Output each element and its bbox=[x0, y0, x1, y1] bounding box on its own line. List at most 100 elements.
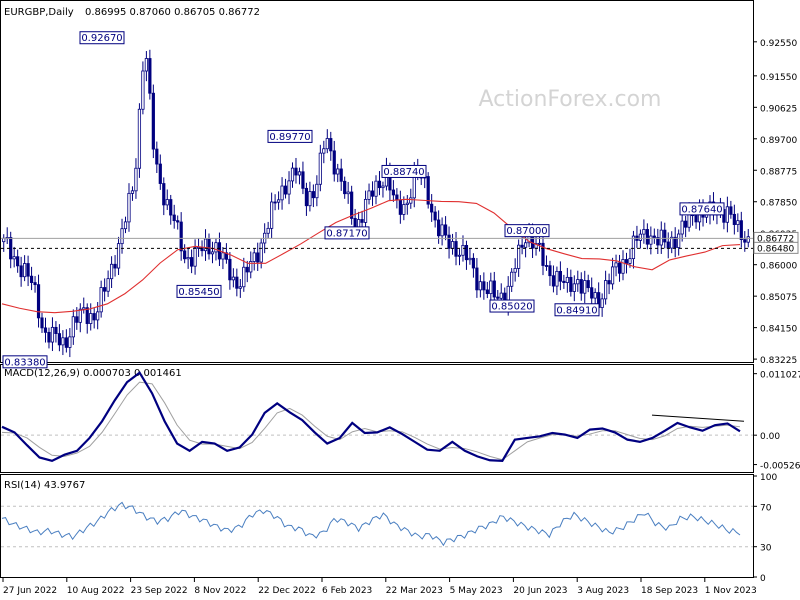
candle-body bbox=[322, 148, 326, 154]
date-tick-label: 3 Aug 2023 bbox=[577, 586, 629, 596]
price-axis: 0.92550 0.91550 0.90625 0.89700 0.88775 0.878… bbox=[753, 39, 797, 366]
annotation-label: 0.84910 bbox=[556, 305, 597, 316]
candle-body bbox=[169, 199, 173, 216]
candle-body bbox=[47, 331, 51, 343]
reference-level-label: 0.86480 bbox=[757, 244, 794, 254]
candle-body bbox=[190, 257, 194, 267]
candle-body bbox=[524, 242, 528, 248]
candle bbox=[137, 103, 142, 178]
moving-average-layer bbox=[1, 198, 741, 314]
candle-body bbox=[350, 191, 354, 219]
candle bbox=[61, 330, 65, 356]
candle bbox=[280, 177, 284, 210]
candle bbox=[454, 231, 458, 266]
candle-body bbox=[579, 279, 583, 294]
candle bbox=[290, 162, 295, 188]
date-tick-label: 6 Feb 2023 bbox=[322, 586, 372, 596]
candle-body bbox=[642, 229, 646, 235]
candle bbox=[242, 257, 246, 292]
annotation-label: 0.87640 bbox=[681, 204, 722, 215]
candle-body bbox=[586, 280, 590, 289]
candle bbox=[642, 219, 646, 244]
candle bbox=[739, 211, 743, 248]
candle-body bbox=[12, 256, 16, 260]
candle-body bbox=[252, 252, 256, 262]
candle bbox=[628, 248, 632, 268]
candle bbox=[343, 176, 347, 199]
candle-body bbox=[544, 265, 549, 267]
price-tick-label: 0.89700 bbox=[760, 136, 797, 146]
candle bbox=[238, 279, 242, 298]
price-annotation: 0.92670 bbox=[79, 31, 125, 45]
candle bbox=[301, 161, 305, 195]
candle bbox=[743, 231, 747, 252]
candle-body bbox=[395, 194, 399, 201]
candle-body bbox=[29, 275, 34, 283]
candle-body bbox=[116, 243, 121, 269]
candle-body bbox=[607, 280, 611, 285]
candle-body bbox=[238, 286, 242, 289]
candle-body bbox=[54, 326, 58, 334]
candle bbox=[370, 181, 375, 206]
rsi-panel bbox=[0, 474, 754, 578]
candle bbox=[266, 221, 270, 239]
candle-body bbox=[468, 257, 472, 261]
candle-body bbox=[19, 265, 23, 278]
candle-body bbox=[332, 150, 336, 175]
candle bbox=[92, 308, 96, 329]
candle bbox=[621, 250, 625, 281]
candle bbox=[475, 258, 479, 298]
candle bbox=[468, 248, 472, 265]
candle bbox=[656, 228, 660, 254]
candle-body bbox=[26, 263, 30, 277]
candle bbox=[85, 303, 89, 334]
candle-body bbox=[158, 163, 162, 184]
candle bbox=[360, 210, 364, 229]
candle-body bbox=[68, 336, 72, 348]
current-price-label: 0.86772 bbox=[757, 234, 794, 244]
annotation-box bbox=[79, 31, 125, 45]
candle-body bbox=[430, 203, 434, 213]
candle-body bbox=[221, 252, 225, 260]
candle bbox=[426, 172, 430, 209]
candle-body bbox=[203, 238, 208, 252]
candle-body bbox=[576, 279, 580, 285]
candle bbox=[339, 158, 343, 191]
candle bbox=[252, 248, 256, 271]
candle bbox=[558, 261, 562, 291]
candle-body bbox=[739, 220, 743, 241]
date-tick-label: 23 Sep 2022 bbox=[131, 586, 188, 596]
candle bbox=[50, 317, 55, 352]
annotation-label: 0.85020 bbox=[491, 302, 532, 313]
candle-body bbox=[478, 281, 482, 291]
candle-body bbox=[339, 168, 343, 182]
candle bbox=[256, 242, 260, 271]
candle bbox=[492, 271, 496, 304]
price-annotation: 0.89770 bbox=[267, 129, 313, 143]
candle-body bbox=[235, 276, 239, 289]
candle-body bbox=[141, 70, 145, 110]
candle bbox=[677, 229, 681, 256]
candle-body bbox=[276, 199, 281, 203]
candle-body bbox=[329, 138, 333, 152]
price-tick-label: 0.91550 bbox=[760, 73, 797, 83]
candle-body bbox=[405, 202, 409, 205]
candle-body bbox=[520, 244, 524, 248]
candle-body bbox=[398, 199, 402, 215]
chart-header-symbol: EURGBP,Daily bbox=[4, 7, 74, 18]
candle bbox=[645, 223, 649, 250]
rsi-tick-label: 0 bbox=[760, 574, 766, 584]
macd-tick-label: 0.00 bbox=[760, 432, 780, 442]
annotation-box bbox=[554, 303, 600, 317]
candle-body bbox=[426, 176, 430, 205]
candle bbox=[71, 309, 75, 345]
candle-body bbox=[590, 287, 594, 299]
candle-body bbox=[137, 108, 142, 169]
candle-body bbox=[729, 206, 733, 215]
candle-body bbox=[433, 211, 437, 221]
candle bbox=[461, 235, 465, 262]
macd-tick-label: 0.011027 bbox=[760, 371, 800, 381]
candle bbox=[517, 239, 521, 277]
candle bbox=[64, 329, 68, 353]
